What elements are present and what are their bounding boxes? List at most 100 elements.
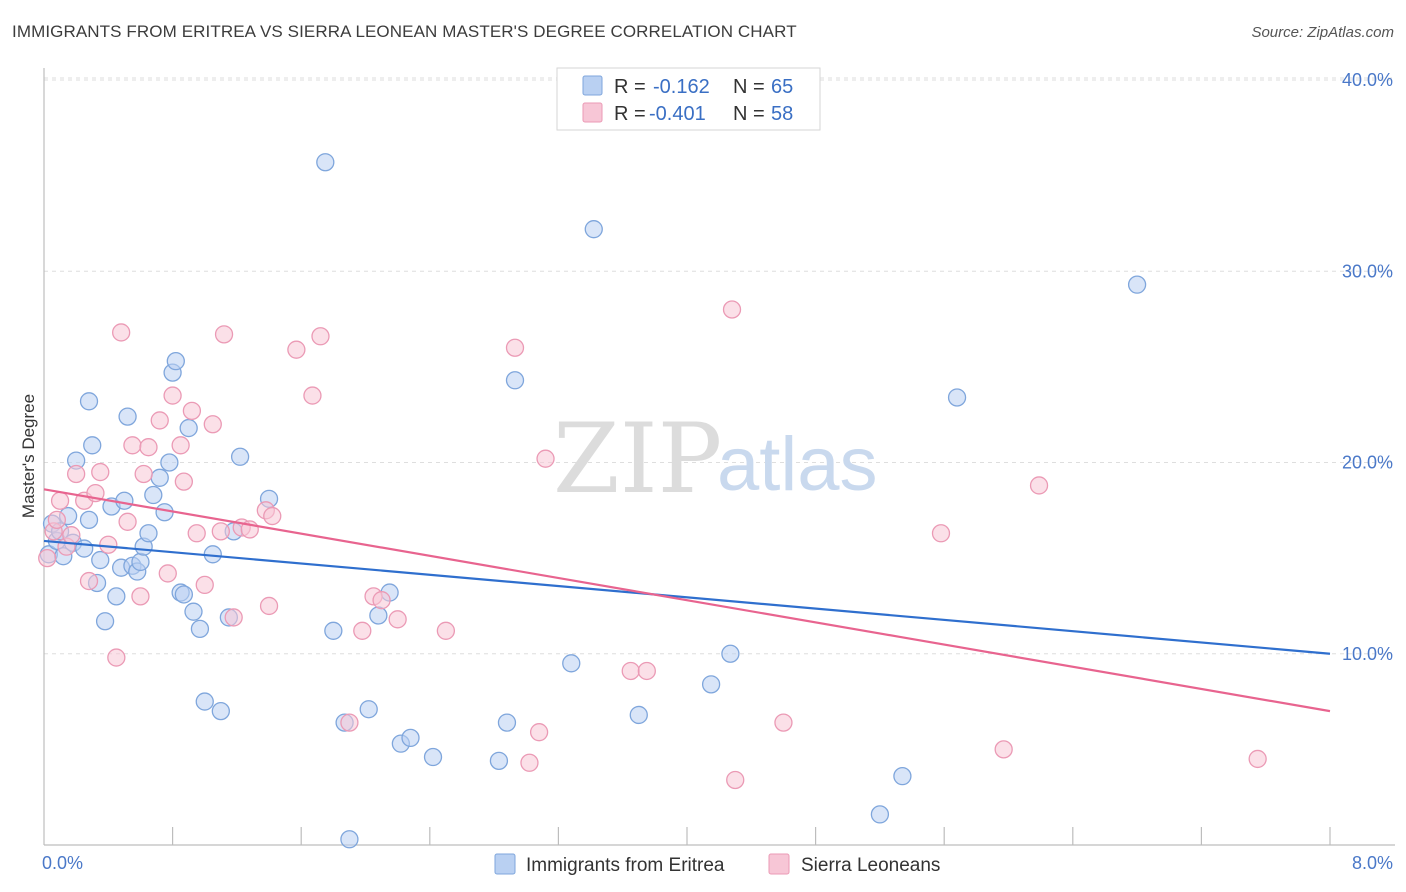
x-tick-labels: 0.0% 8.0% — [42, 853, 1393, 873]
bottom-legend-swatch-eritrea — [494, 853, 516, 875]
sierra-leonean-point — [931, 524, 951, 543]
eritrea-point — [359, 700, 378, 719]
trend-line-sierra-leonean — [43, 488, 1331, 713]
legend-r-value-1: -0.162 — [653, 76, 710, 98]
source-credit: Source: ZipAtlas.com — [1251, 24, 1394, 41]
sierra-leonean-point — [529, 723, 549, 742]
eritrea-point — [184, 602, 203, 621]
sierra-leonean-point — [99, 535, 118, 554]
sierra-leonean-point — [139, 438, 158, 457]
eritrea-point — [947, 388, 967, 407]
sierra-leonean-point — [774, 713, 793, 732]
sierra-leonean-point — [726, 770, 745, 790]
eritrea-point — [115, 491, 134, 510]
y-tick-label: 20.0% — [1342, 453, 1393, 473]
eritrea-point — [95, 612, 115, 631]
eritrea-point — [79, 392, 99, 411]
eritrea-point — [316, 153, 335, 172]
trend-line-eritrea — [43, 539, 1331, 655]
eritrea-point — [497, 713, 517, 732]
sierra-leonean-point — [163, 386, 182, 405]
y-tick-label: 10.0% — [1342, 644, 1393, 664]
sierra-leonean-point — [50, 491, 70, 510]
axes — [43, 68, 1395, 846]
y-tick-labels: 10.0% 20.0% 30.0% 40.0% — [1342, 70, 1393, 664]
legend-n-value-1: 65 — [771, 76, 793, 98]
eritrea-point — [893, 767, 912, 786]
watermark: ZIP atlas — [553, 403, 878, 515]
sierra-leonean-point — [118, 512, 137, 531]
eritrea-point — [79, 510, 99, 530]
sierra-leonean-point — [131, 587, 150, 606]
gridlines — [44, 77, 1395, 655]
sierra-leonean-point — [123, 436, 142, 455]
legend-r-label-2: R = — [614, 103, 646, 125]
sierra-leonean-point — [372, 591, 391, 610]
eritrea-point — [131, 552, 150, 572]
x-tick-label: 8.0% — [1352, 853, 1393, 873]
bottom-legend-label-eritrea: Immigrants from Eritrea — [526, 855, 725, 876]
sierra-leonean-point — [38, 548, 57, 568]
bottom-legend-label-sierra-leonean: Sierra Leoneans — [801, 855, 940, 876]
sierra-leonean-point — [621, 661, 640, 681]
watermark-atlas: atlas — [717, 422, 878, 507]
eritrea-point — [118, 407, 137, 426]
eritrea-point — [190, 619, 210, 639]
eritrea-point — [139, 524, 158, 543]
sierra-leonean-point — [1248, 749, 1267, 769]
sierra-leonean-point — [536, 449, 555, 468]
sierra-leonean-point — [62, 526, 81, 545]
eritrea-point — [144, 485, 163, 505]
y-axis-title: Master's Degree — [19, 394, 38, 518]
legend-swatch-eritrea — [582, 75, 603, 96]
legend-swatch-sierra-leonean — [582, 102, 603, 123]
sierra-leonean-point — [214, 325, 234, 344]
sierra-leonean-point — [134, 464, 153, 484]
eritrea-point — [91, 550, 110, 570]
legend-r-value-2: -0.401 — [649, 103, 706, 125]
eritrea-point — [489, 751, 509, 770]
sierra-leonean-point — [91, 462, 110, 482]
sierra-leonean-point — [171, 436, 190, 455]
sierra-leonean-point — [67, 464, 86, 484]
sierra-leonean-point — [79, 571, 99, 591]
trend-lines — [43, 488, 1331, 713]
sierra-leonean-point — [353, 621, 372, 640]
bottom-legend-swatch-sierra-leonean — [768, 853, 790, 875]
eritrea-point — [629, 705, 648, 725]
eritrea-point — [155, 503, 174, 522]
sierra-leonean-point — [303, 386, 322, 405]
eritrea-point — [83, 436, 102, 455]
sierra-leonean-point — [637, 661, 656, 681]
sierra-leonean-point — [211, 522, 230, 541]
sierra-leonean-point — [1029, 476, 1049, 495]
sierra-leonean-point — [182, 401, 202, 421]
correlation-legend: R = -0.162 N = 65 R = -0.401 N = 58 — [556, 67, 821, 131]
legend-n-value-2: 58 — [771, 103, 793, 125]
eritrea-point — [562, 654, 581, 673]
eritrea-point — [584, 220, 603, 239]
eritrea-point — [340, 830, 359, 849]
sierra-leonean-point — [722, 300, 742, 319]
sierra-leonean-point — [505, 338, 525, 357]
eritrea-point — [701, 675, 721, 694]
eritrea-point — [160, 453, 179, 472]
eritrea-point — [870, 805, 890, 824]
sierra-leonean-point — [311, 327, 330, 346]
eritrea-point — [423, 747, 443, 767]
sierra-leonean-point — [287, 340, 306, 359]
sierra-leonean-point — [187, 524, 206, 543]
legend-r-label-1: R = — [614, 76, 646, 98]
sierra-leonean-point — [263, 506, 282, 526]
legend-n-label-2: N = — [733, 103, 765, 125]
eritrea-point — [166, 351, 185, 371]
sierra-leonean-point — [47, 510, 67, 530]
series-sierra-leonean-points — [38, 300, 1267, 790]
eritrea-point — [721, 644, 740, 663]
y-tick-label: 30.0% — [1342, 261, 1393, 281]
sierra-leonean-point — [107, 648, 126, 667]
sierra-leonean-point — [520, 753, 539, 772]
eritrea-point — [75, 539, 94, 558]
eritrea-point — [211, 701, 230, 721]
